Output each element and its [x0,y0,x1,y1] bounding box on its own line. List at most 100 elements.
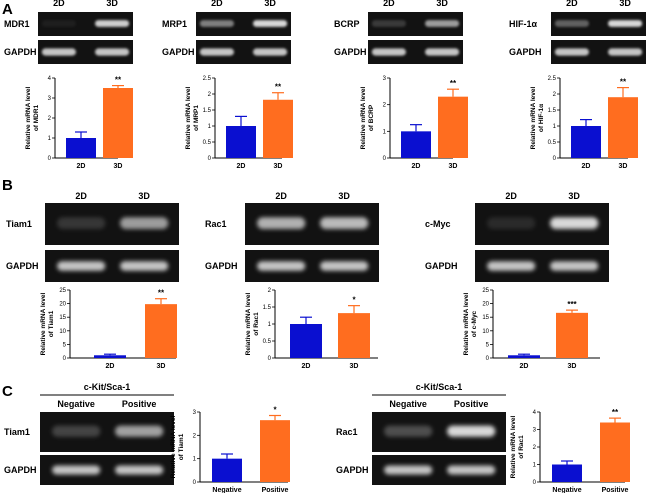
y-tick-label: 0 [533,480,537,486]
chart-4: 0 0.5 1 1.5 2 2.5 2D 3D ** Relative mRNA level of … [530,76,638,170]
y-tick-label: 2 [533,445,537,451]
y-tick-label: 5 [63,342,67,348]
gel-band [120,217,169,230]
y-tick-label: 5 [486,342,490,348]
bar-positive [260,420,290,482]
x-tick-label: 2D [412,163,421,170]
y-tick-label: 3 [383,76,387,82]
gel-6: 2D 3D Rac1 GAPDH [205,191,379,282]
gel-band [41,48,76,56]
bar-2d [508,355,540,358]
gapdh-label: GAPDH [336,465,369,475]
y-tick-label: 20 [59,302,66,308]
gel-header: c-Kit/Sca-1 [84,382,131,392]
y-tick-label: 1 [268,322,272,328]
y-tick-label: 1 [48,136,52,142]
chart-9: 0 1 2 3 4 Negative Positive ** Relative mRNA lev… [510,408,630,493]
y-tick-label: 1 [533,463,537,469]
gel-band [199,20,234,27]
significance-mark: ** [620,78,627,87]
gel-band [320,261,369,271]
x-tick-label: 2D [520,363,529,370]
y-tick-label: 4 [48,76,52,82]
y-tick-label: 2 [208,92,212,98]
gel-band [487,261,536,271]
x-tick-label: Negative [552,487,581,493]
chart-8: 0 1 2 3 Negative Positive * Relative mRNA level… [170,406,290,493]
y-tick-label: 2 [383,103,387,109]
gel-1: 2D 3D MDR1 GAPDH [4,0,133,64]
chart-6: 0 0.5 1 1.5 2 2D 3D * Relative mRNA level of Rac1 [245,288,378,370]
y-tick-label: 10 [59,329,66,335]
y-tick-label: 4 [533,410,537,416]
gel-band [52,465,101,475]
lane-label: 2D [53,0,65,8]
gel-4: 2D 3D HIF-1α GAPDH [509,0,646,64]
y-axis-label-line1: Relative mRNA level [530,86,537,149]
y-tick-label: 3 [48,96,52,102]
gel-band [253,20,288,27]
y-axis-label-line2: of Tiam1 [48,310,55,337]
gel-band [550,217,599,230]
y-axis-label-line2: of MRP1 [193,105,200,131]
y-tick-label: 15 [482,315,489,321]
gene-label: MRP1 [162,19,187,29]
lane-label: 2D [383,0,395,8]
y-axis-label: Relative mRNA level of Rac1 [245,292,260,355]
bar-2d [226,126,256,158]
y-tick-label: 2.5 [203,76,212,82]
y-axis-label: Relative mRNA level of HIF-1α [530,86,545,149]
bar-3d [263,99,293,158]
lane-label: 3D [436,0,448,8]
lane-label: Negative [389,399,427,409]
lane-label: 3D [264,0,276,8]
significance-mark: * [273,406,277,415]
lane-label: 2D [211,0,223,8]
gel-band [57,217,106,230]
y-tick-label: 0 [268,356,272,362]
x-tick-label: 3D [619,163,628,170]
y-axis-label: Relative mRNA level of MRP1 [185,86,200,149]
y-axis-label-line1: Relative mRNA level [510,415,517,478]
lane-label: 3D [106,0,118,8]
gel-header: c-Kit/Sca-1 [416,382,463,392]
bar-negative [212,458,242,482]
x-tick-label: Negative [212,487,241,493]
y-tick-label: 0.5 [263,339,272,345]
lane-label: 3D [338,191,350,201]
gapdh-label: GAPDH [4,465,37,475]
lane-label: 2D [75,191,87,201]
y-tick-label: 1 [383,129,387,135]
x-tick-label: 2D [582,163,591,170]
y-axis-label-line2: of MDR1 [33,104,40,131]
y-axis-label-line1: Relative mRNA level [25,86,32,149]
gel-3: 2D 3D BCRP GAPDH [334,0,463,64]
x-tick-label: Positive [262,487,289,493]
significance-mark: ** [158,289,165,298]
gel-band [95,20,130,27]
gel-9: c-Kit/Sca-1 Negative Positive Rac1 GAPDH [336,382,506,485]
bar-negative [552,464,582,482]
y-axis-label: Relative mRNA level of BCRP [360,86,375,149]
x-tick-label: 3D [274,163,283,170]
gel-band [425,20,460,27]
gel-band [550,261,599,271]
bar-3d [438,96,468,158]
bar-3d [145,304,177,358]
gel-band [115,465,164,475]
gene-label: Tiam1 [6,219,32,229]
significance-mark: * [352,296,356,305]
y-tick-label: 0.5 [203,140,212,146]
y-tick-label: 0 [63,356,67,362]
bar-3d [556,312,588,358]
y-tick-label: 1 [208,124,212,130]
gel-band [425,48,460,56]
x-tick-label: 2D [77,163,86,170]
bar-2d [571,126,601,158]
gel-band [199,48,234,56]
bar-2d [66,138,96,158]
y-tick-label: 3 [193,410,197,416]
chart-2: 0 0.5 1 1.5 2 2.5 2D 3D ** Relative mRNA level of … [185,76,293,170]
